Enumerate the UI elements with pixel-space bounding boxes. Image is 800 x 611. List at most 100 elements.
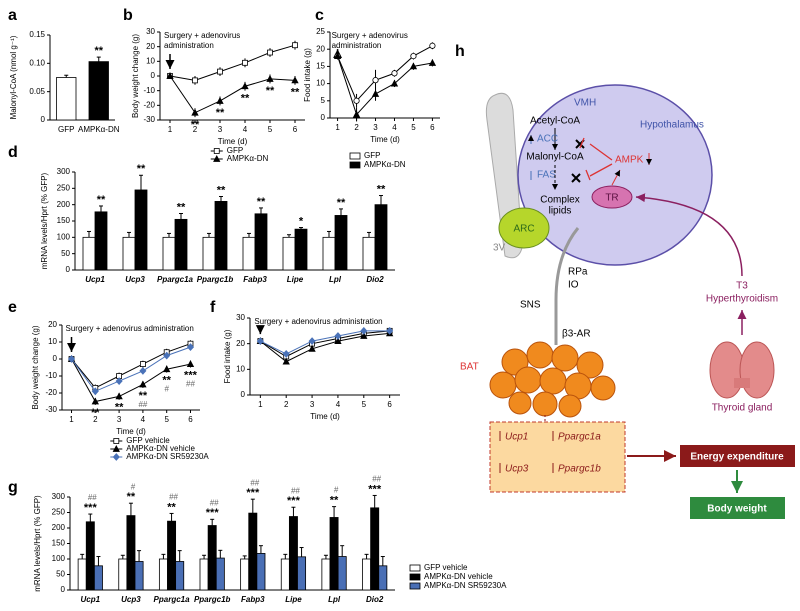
marker	[242, 59, 248, 66]
significance: **	[257, 196, 266, 208]
series-line	[260, 332, 390, 363]
y-axis-label: Body weight change (g)	[131, 34, 140, 118]
significance: **	[177, 201, 186, 213]
significance: #	[131, 482, 136, 491]
tr	[591, 185, 633, 209]
y-axis-label: mRNA levels/Hprt (% GFP)	[33, 495, 42, 592]
significance: **	[91, 407, 100, 419]
marker	[390, 79, 399, 87]
x-tick-label: Ucp3	[125, 275, 145, 284]
legend-swatch	[349, 161, 361, 169]
y-tick-label: 10	[48, 337, 57, 346]
x-tick-label: Ucp3	[121, 595, 141, 604]
marker	[213, 148, 220, 154]
marker	[428, 58, 437, 66]
bar	[167, 520, 177, 591]
significance: **	[337, 197, 346, 209]
bar	[85, 521, 95, 591]
panel-letter: c	[315, 7, 324, 24]
gene: Ppargc1a	[558, 432, 601, 443]
legend-swatch	[349, 152, 361, 160]
marker	[429, 42, 436, 49]
y-tick-label: 0	[53, 354, 58, 363]
y-tick-label: 0	[41, 115, 46, 124]
y-tick-label: 10	[146, 56, 155, 65]
x-tick-label: Ppargc1a	[154, 595, 191, 604]
panel-letter: g	[8, 479, 18, 496]
x-tick-label: 4	[336, 400, 341, 409]
x-tick-label: 2	[284, 400, 289, 409]
weight-box	[690, 497, 785, 519]
marker	[91, 387, 99, 396]
marker	[112, 453, 120, 461]
bar	[329, 517, 339, 591]
label: ARC	[513, 224, 534, 235]
bar	[337, 556, 347, 591]
arrow	[635, 193, 743, 277]
series-line	[260, 330, 390, 355]
significance: ***	[287, 495, 301, 507]
marker	[282, 357, 290, 365]
significance: **	[217, 184, 226, 196]
label: β3-AR	[562, 329, 591, 340]
label: AMPK	[615, 155, 644, 166]
bar	[214, 200, 228, 271]
significance: **	[241, 93, 250, 105]
panel-letter: f	[210, 299, 216, 316]
y-axis-label: Food intake (g)	[303, 48, 312, 102]
y-tick-label: 250	[52, 508, 66, 517]
annotation: Surgery + adenovirus	[164, 31, 240, 40]
label: Acetyl-CoA	[530, 116, 580, 127]
x-tick-label: 5	[164, 415, 169, 424]
significance: ***	[246, 487, 260, 499]
panel-letter: e	[8, 299, 17, 316]
y-tick-label: 300	[57, 167, 71, 176]
significance: ##	[186, 380, 195, 389]
significance: #	[164, 385, 169, 394]
marker	[163, 365, 171, 373]
y-tick-label: 100	[57, 232, 71, 241]
legend-swatch	[409, 564, 421, 572]
y-tick-label: 200	[57, 200, 71, 209]
marker	[266, 74, 274, 82]
marker	[353, 97, 360, 104]
annotation: administration	[332, 41, 382, 50]
legend-label: AMPKα-DN SR59230A	[424, 581, 507, 590]
y-tick-label: 0	[241, 390, 246, 399]
bar	[362, 558, 372, 591]
bar	[158, 558, 168, 591]
bar	[288, 516, 298, 591]
marker	[113, 438, 120, 444]
x-tick-label: 1	[258, 400, 263, 409]
bar	[134, 189, 148, 271]
annotation: Surgery + adenovirus administration	[66, 324, 194, 333]
y-tick-label: -30	[45, 405, 57, 414]
bar	[93, 565, 103, 591]
y-tick-label: 10	[316, 79, 325, 88]
marker	[360, 331, 368, 339]
panel-letter: h	[455, 43, 465, 60]
y-tick-label: 25	[316, 27, 325, 36]
marker	[334, 337, 342, 345]
significance: ***	[206, 507, 220, 519]
x-tick-label: AMPKα-DN	[78, 125, 120, 134]
legend-label: GFP vehicle	[424, 563, 468, 572]
significance: ##	[210, 498, 219, 507]
annotation: administration	[164, 41, 214, 50]
bar	[174, 218, 188, 271]
bar	[134, 561, 144, 591]
legend-label: AMPKα-DN SR59230A	[126, 452, 209, 461]
x-tick-label: 6	[293, 125, 298, 134]
significance: ***	[84, 502, 98, 514]
marker	[186, 343, 195, 351]
bar	[118, 558, 128, 591]
y-tick-label: 50	[56, 570, 65, 579]
y-axis-label: mRNA levels/Hprt (% GFP)	[40, 172, 49, 269]
marker	[391, 70, 398, 77]
x-tick-label: Ppargc1b	[194, 595, 231, 604]
gene: Ucp1	[505, 432, 528, 443]
annotation: Surgery + adenovirus administration	[254, 317, 382, 326]
bar	[56, 77, 77, 121]
y-tick-label: 250	[57, 183, 71, 192]
